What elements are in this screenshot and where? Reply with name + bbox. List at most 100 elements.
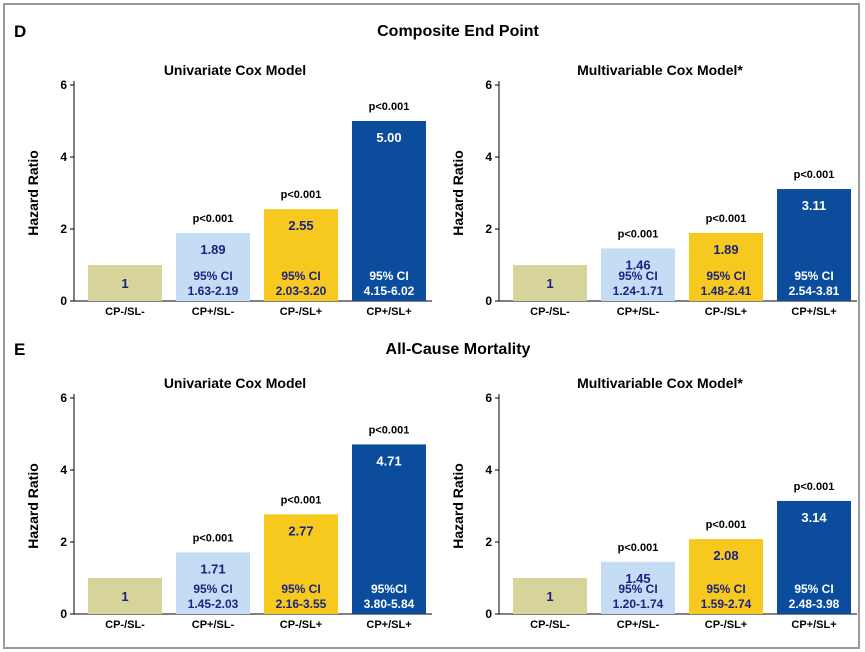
y-tick-label: 6	[485, 78, 492, 92]
chart-subtitle: Multivariable Cox Model*	[577, 62, 743, 78]
data-label: 1	[546, 589, 553, 604]
y-tick-label: 4	[60, 150, 67, 164]
ci-label: 95% CI	[618, 269, 657, 283]
ci-label: 95% CI	[281, 582, 320, 596]
bar-cp-sl-	[777, 500, 851, 614]
ci-label: 95% CI	[193, 582, 232, 596]
ci-label: 95% CI	[281, 269, 320, 283]
data-label: 1.89	[713, 242, 738, 257]
p-value-label: p<0.001	[618, 542, 659, 554]
ci-range-label: 2.03-3.20	[276, 284, 327, 298]
y-tick-label: 2	[60, 535, 67, 549]
y-tick-label: 2	[485, 535, 492, 549]
bar-cp-sl-	[352, 444, 426, 614]
y-tick-label: 0	[60, 294, 67, 308]
y-tick-label: 6	[60, 78, 67, 92]
p-value-label: p<0.001	[369, 424, 410, 436]
ci-range-label: 1.45-2.03	[188, 597, 239, 611]
data-label: 4.71	[376, 453, 401, 468]
data-label: 2.55	[288, 218, 313, 233]
ci-range-label: 2.54-3.81	[789, 284, 840, 298]
data-label: 3.14	[801, 510, 827, 525]
chart-composite-univariate: Univariate Cox Model Hazard Ratio 0 2 4 6 1 CP-…	[25, 62, 432, 318]
ci-range-label: 1.48-2.41	[701, 284, 752, 298]
p-value-label: p<0.001	[794, 169, 835, 181]
panel-title-mortality: All-Cause Mortality	[385, 341, 531, 358]
p-value-label: p<0.001	[369, 101, 410, 113]
bar-cp-sl-	[352, 121, 426, 301]
p-value-label: p<0.001	[706, 519, 747, 531]
ci-label: 95% CI	[794, 269, 833, 283]
data-label: 1	[121, 589, 128, 604]
ci-label: 95% CI	[794, 582, 833, 596]
chart-subtitle: Univariate Cox Model	[164, 62, 306, 78]
y-tick-label: 0	[485, 607, 492, 621]
bar-cp-sl-	[601, 248, 675, 301]
ci-label: 95% CI	[706, 582, 745, 596]
data-label: 1.46	[625, 257, 650, 272]
ci-range-label: 3.80-5.84	[364, 597, 415, 611]
x-tick-label: CP-/SL-	[530, 306, 570, 318]
p-value-label: p<0.001	[281, 494, 322, 506]
chart-mortality-univariate: Univariate Cox Model Hazard Ratio 0 2 4 6 1 CP-…	[25, 375, 432, 631]
x-tick-label: CP+/SL+	[791, 619, 836, 631]
ci-range-label: 2.16-3.55	[276, 597, 327, 611]
p-value-label: p<0.001	[193, 213, 234, 225]
x-tick-label: CP+/SL-	[192, 619, 235, 631]
p-value-label: p<0.001	[281, 189, 322, 201]
data-label: 1	[546, 276, 553, 291]
ci-label: 95% CI	[706, 269, 745, 283]
y-axis-label: Hazard Ratio	[450, 463, 466, 549]
ci-label: 95% CI	[369, 269, 408, 283]
data-label: 2.08	[713, 548, 738, 563]
x-tick-label: CP+/SL+	[366, 619, 411, 631]
x-tick-label: CP-/SL-	[105, 619, 145, 631]
x-tick-label: CP-/SL+	[280, 306, 322, 318]
x-tick-label: CP+/SL-	[617, 619, 660, 631]
chart-composite-multivariable: Multivariable Cox Model* Hazard Ratio 0 2 4 6…	[450, 62, 857, 318]
ci-range-label: 2.48-3.98	[789, 597, 840, 611]
chart-subtitle: Multivariable Cox Model*	[577, 375, 743, 391]
y-tick-label: 4	[485, 463, 492, 477]
p-value-label: p<0.001	[794, 481, 835, 493]
bar-cp-sl-	[513, 578, 587, 614]
x-tick-label: CP+/SL-	[192, 306, 235, 318]
bar-cp-sl-	[264, 514, 338, 614]
bar-cp-sl-	[264, 209, 338, 301]
bar-cp-sl-	[176, 552, 250, 614]
figure-frame	[3, 3, 860, 649]
ci-range-label: 1.63-2.19	[188, 284, 239, 298]
ci-range-label: 1.20-1.74	[613, 597, 664, 611]
bar-cp-sl-	[176, 232, 250, 301]
bar-cp-sl-	[689, 232, 763, 301]
y-tick-label: 4	[60, 463, 67, 477]
x-tick-label: CP-/SL+	[705, 306, 747, 318]
bar-cp-sl-	[601, 561, 675, 614]
y-tick-label: 6	[485, 391, 492, 405]
x-tick-label: CP+/SL+	[366, 306, 411, 318]
data-label: 2.77	[288, 523, 313, 538]
chart-subtitle: Univariate Cox Model	[164, 375, 306, 391]
ci-label: 95% CI	[193, 269, 232, 283]
p-value-label: p<0.001	[706, 213, 747, 225]
ci-range-label: 1.24-1.71	[613, 284, 664, 298]
bar-cp-sl-	[88, 265, 162, 301]
y-axis-label: Hazard Ratio	[25, 463, 41, 549]
p-value-label: p<0.001	[193, 532, 234, 544]
data-label: 1.71	[200, 561, 225, 576]
x-tick-label: CP-/SL-	[105, 306, 145, 318]
y-axis-label: Hazard Ratio	[450, 150, 466, 236]
x-tick-label: CP-/SL+	[280, 619, 322, 631]
bar-cp-sl-	[689, 539, 763, 614]
ci-range-label: 4.15-6.02	[364, 284, 415, 298]
ci-range-label: 1.59-2.74	[701, 597, 752, 611]
panel-letter-e: E	[14, 340, 26, 359]
y-tick-label: 4	[485, 150, 492, 164]
p-value-label: p<0.001	[618, 228, 659, 240]
bar-cp-sl-	[777, 189, 851, 301]
ci-label: 95%CI	[371, 582, 407, 596]
ci-label: 95% CI	[618, 582, 657, 596]
chart-mortality-multivariable: Multivariable Cox Model* Hazard Ratio 0 2 4 6…	[450, 375, 857, 631]
x-tick-label: CP+/SL+	[791, 306, 836, 318]
data-label: 1	[121, 276, 128, 291]
